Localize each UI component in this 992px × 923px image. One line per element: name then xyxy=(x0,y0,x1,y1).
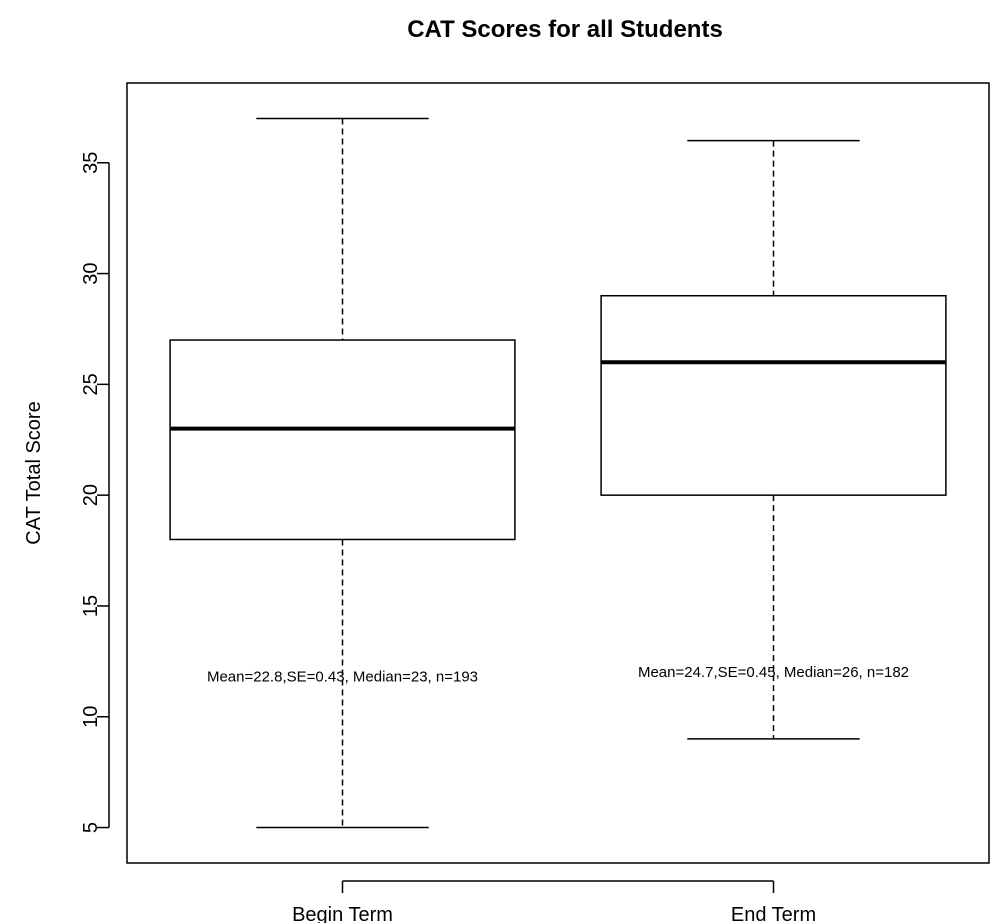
chart-title: CAT Scores for all Students xyxy=(407,16,723,43)
chart-marks: 5 10 15 20 25 30 35 Begin Term Mean=22.8,SE=0.43… xyxy=(80,117,947,923)
y-tick-label-10: 10 xyxy=(80,706,102,728)
box-end-term xyxy=(600,294,947,496)
box-begin-term xyxy=(169,339,516,541)
x-tick-label-end-term: End Term xyxy=(731,904,816,923)
annotation-begin-term: Mean=22.8,SE=0.43, Median=23, n=193 xyxy=(207,668,478,685)
y-tick-label-30: 30 xyxy=(80,262,102,284)
y-axis-label: CAT Total Score xyxy=(23,401,45,544)
y-tick-label-15: 15 xyxy=(80,595,102,617)
annotation-end-term: Mean=24.7,SE=0.45, Median=26, n=182 xyxy=(638,664,909,681)
y-tick-label-20: 20 xyxy=(80,484,102,506)
y-tick-label-35: 35 xyxy=(80,152,102,174)
y-tick-label-5: 5 xyxy=(80,822,102,833)
plot-area-frame xyxy=(126,82,990,864)
y-tick-label-25: 25 xyxy=(80,373,102,395)
x-tick-label-begin-term: Begin Term xyxy=(292,904,393,923)
